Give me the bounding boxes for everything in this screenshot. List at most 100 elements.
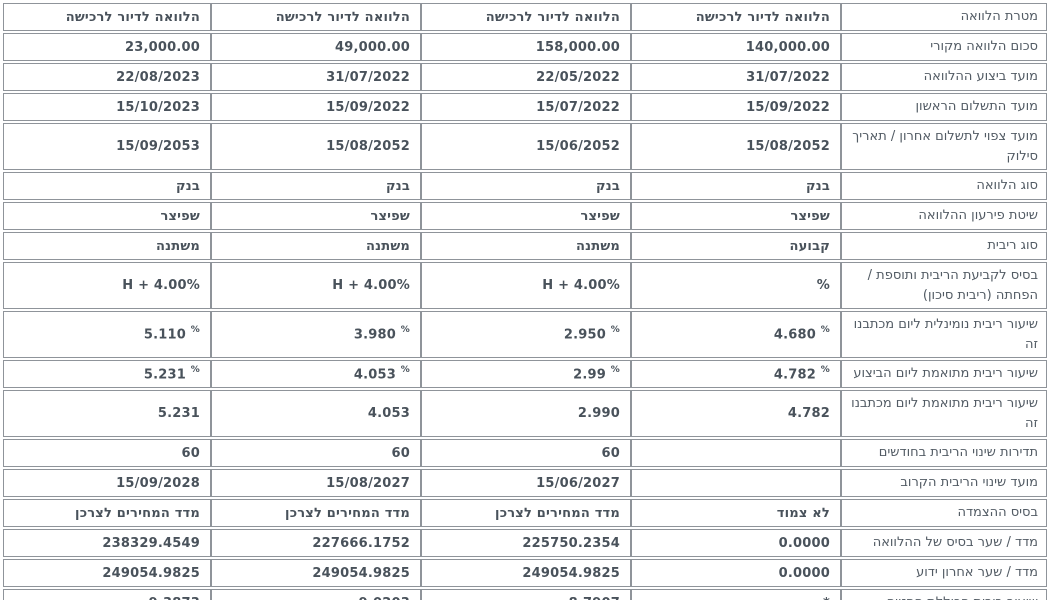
table-row: מדד / שער אחרון ידוע 0.0000 249054.9825 249… xyxy=(3,559,1047,587)
cell-value: 4.782 % xyxy=(631,360,841,388)
cell-value: 227666.1752 xyxy=(211,529,421,557)
cell-value: 158,000.00 xyxy=(421,33,631,61)
row-label: מדד / שער אחרון ידוע xyxy=(841,559,1047,587)
cell-value: 4.053 xyxy=(211,390,421,437)
table-row: שיעור ריבית מתואמת ליום הביצוע 4.782 % 2.9… xyxy=(3,360,1047,388)
cell-value: 15/06/2052 xyxy=(421,123,631,170)
row-label: שיעור ריבית מתואמת ליום מכתבנו זה xyxy=(841,390,1047,437)
cell-value: 15/09/2053 xyxy=(3,123,211,170)
cell-value: 8.7907 xyxy=(421,589,631,600)
cell-value: בנק xyxy=(631,172,841,200)
table-row: מועד שינוי הריבית הקרוב 15/06/2027 15/08/2… xyxy=(3,469,1047,497)
cell-value: 4.680 % xyxy=(631,311,841,358)
cell-value: 5.110 % xyxy=(3,311,211,358)
cell-value: 4.782 xyxy=(631,390,841,437)
percent-sign: % xyxy=(820,325,830,336)
table-row: מועד התשלום הראשון 15/09/2022 15/07/2022 15… xyxy=(3,93,1047,121)
cell-value: H + 4.00% xyxy=(421,262,631,309)
percent-sign: % xyxy=(400,325,410,336)
cell-value: קבועה xyxy=(631,232,841,260)
cell-value: 2.950 % xyxy=(421,311,631,358)
cell-value xyxy=(631,439,841,467)
table-row: תדירות שינוי הריבית בחודשים 60 60 60 xyxy=(3,439,1047,467)
row-label: בסיס ההצמדה xyxy=(841,499,1047,527)
cell-value: 15/10/2023 xyxy=(3,93,211,121)
row-label: מדד / שער בסיס של ההלוואה xyxy=(841,529,1047,557)
cell-value: הלוואה לדיור לרכישה xyxy=(631,3,841,31)
row-label: בסיס לקביעת הריבית ותוספת / הפחתה (ריבית… xyxy=(841,262,1047,309)
table-row: מועד ביצוע ההלוואה 31/07/2022 22/05/2022 31… xyxy=(3,63,1047,91)
row-label: תדירות שינוי הריבית בחודשים xyxy=(841,439,1047,467)
cell-value: משתנה xyxy=(3,232,211,260)
table-row: סוג הלוואה בנק בנק בנק בנק xyxy=(3,172,1047,200)
row-label: סוג ריבית xyxy=(841,232,1047,260)
cell-value: 15/06/2027 xyxy=(421,469,631,497)
cell-value: לא צמוד xyxy=(631,499,841,527)
row-label: מועד התשלום הראשון xyxy=(841,93,1047,121)
cell-value xyxy=(631,469,841,497)
rate-number: 4.053 xyxy=(353,367,397,383)
cell-value: 140,000.00 xyxy=(631,33,841,61)
cell-value: שפיצר xyxy=(3,202,211,230)
table-row: מועד צפוי לתשלום אחרון / תאריך סילוק 15/0… xyxy=(3,123,1047,170)
row-label: מטרת הלוואה xyxy=(841,3,1047,31)
rate-number: 4.782 xyxy=(773,367,817,383)
cell-value: 15/08/2027 xyxy=(211,469,421,497)
percent-sign: % xyxy=(610,325,620,336)
cell-value: הלוואה לדיור לרכישה xyxy=(3,3,211,31)
row-label: סכום הלוואה מקורי xyxy=(841,33,1047,61)
cell-value: % xyxy=(631,262,841,309)
cell-value: בנק xyxy=(211,172,421,200)
cell-value: הלוואה לדיור לרכישה xyxy=(211,3,421,31)
cell-value: שפיצר xyxy=(211,202,421,230)
cell-value: * xyxy=(631,589,841,600)
cell-value: הלוואה לדיור לרכישה xyxy=(421,3,631,31)
table-row: מדד / שער בסיס של ההלוואה 0.0000 225750.23… xyxy=(3,529,1047,557)
table-row: שיעור ריבית נומינלית ליום מכתבנו זה 4.680… xyxy=(3,311,1047,358)
cell-value: 5.231 xyxy=(3,390,211,437)
cell-value: 3.980 % xyxy=(211,311,421,358)
cell-value: 15/09/2028 xyxy=(3,469,211,497)
table-row: בסיס לקביעת הריבית ותוספת / הפחתה (ריבית… xyxy=(3,262,1047,309)
loan-table-body: מטרת הלוואה הלוואה לדיור לרכישה הלוואה לדי… xyxy=(3,3,1047,600)
table-row: שיעור ריבית הכוללת החזויה*8.79079.02039.… xyxy=(3,589,1047,600)
cell-value: 9.3873 xyxy=(3,589,211,600)
cell-value: 249054.9825 xyxy=(211,559,421,587)
row-label: מועד ביצוע ההלוואה xyxy=(841,63,1047,91)
cell-value: 225750.2354 xyxy=(421,529,631,557)
cell-value: 0.0000 xyxy=(631,559,841,587)
cell-value: H + 4.00% xyxy=(211,262,421,309)
cell-value: 15/08/2052 xyxy=(631,123,841,170)
cell-value: משתנה xyxy=(421,232,631,260)
cell-value: 60 xyxy=(3,439,211,467)
cell-value: 49,000.00 xyxy=(211,33,421,61)
cell-value: H + 4.00% xyxy=(3,262,211,309)
cell-value: 31/07/2022 xyxy=(211,63,421,91)
cell-value: 22/08/2023 xyxy=(3,63,211,91)
row-label: שיעור ריבית מתואמת ליום הביצוע xyxy=(841,360,1047,388)
cell-value: 60 xyxy=(421,439,631,467)
cell-value: 15/08/2052 xyxy=(211,123,421,170)
cell-value: 249054.9825 xyxy=(421,559,631,587)
cell-value: 249054.9825 xyxy=(3,559,211,587)
rate-number: 5.231 xyxy=(143,367,187,383)
cell-value: 60 xyxy=(211,439,421,467)
cell-value: 4.053 % xyxy=(211,360,421,388)
percent-sign: % xyxy=(400,364,410,375)
table-row: סוג ריבית קבועה משתנה משתנה משתנה xyxy=(3,232,1047,260)
cell-value: בנק xyxy=(421,172,631,200)
cell-value: משתנה xyxy=(211,232,421,260)
table-row: בסיס ההצמדה לא צמוד מדד המחירים לצרכן מדד ה… xyxy=(3,499,1047,527)
cell-value: 31/07/2022 xyxy=(631,63,841,91)
cell-value: 15/09/2022 xyxy=(211,93,421,121)
row-label: מועד צפוי לתשלום אחרון / תאריך סילוק xyxy=(841,123,1047,170)
percent-sign: % xyxy=(190,364,200,375)
rate-number: 2.950 xyxy=(563,327,607,343)
cell-value: מדד המחירים לצרכן xyxy=(3,499,211,527)
table-row: שיעור ריבית מתואמת ליום מכתבנו זה 4.782 2.… xyxy=(3,390,1047,437)
cell-value: 23,000.00 xyxy=(3,33,211,61)
cell-value: 15/07/2022 xyxy=(421,93,631,121)
row-label: שיטת פירעון ההלוואה xyxy=(841,202,1047,230)
table-row: סכום הלוואה מקורי 140,000.00 158,000.00 49,… xyxy=(3,33,1047,61)
